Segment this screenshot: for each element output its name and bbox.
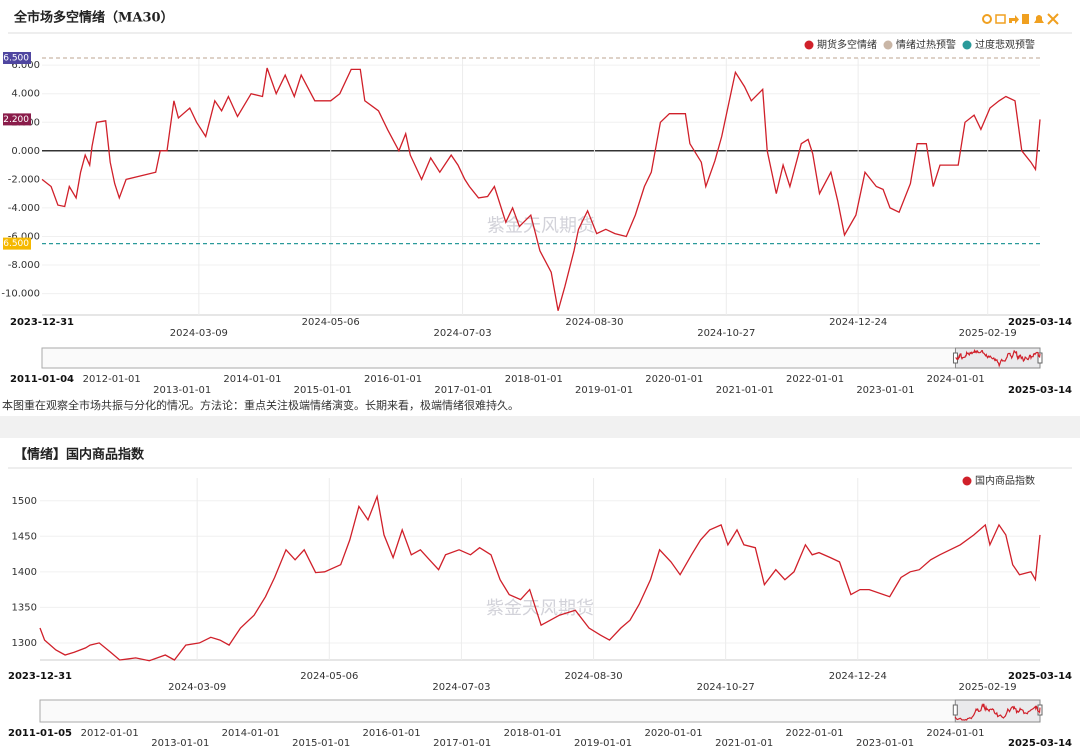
navigator-line (954, 703, 1041, 721)
watermark: 紫金天风期货 (487, 216, 595, 237)
series-line (41, 67, 1041, 311)
navigator-label: 2024-01-01 (926, 728, 984, 739)
refresh-icon[interactable] (982, 14, 992, 24)
series-line (39, 494, 1041, 662)
y-tick-label: 0.000 (11, 146, 40, 157)
reference-label-box (3, 52, 31, 64)
last-value-box (3, 113, 31, 126)
navigator-label: 2012-01-01 (81, 728, 139, 739)
reference-label: 6.500 (3, 54, 29, 64)
navigator-label: 2013-01-01 (153, 385, 211, 396)
y-tick-label: -2.000 (8, 174, 40, 185)
y-tick-label: 4.000 (11, 89, 40, 100)
x-tick-label: 2024-08-30 (564, 671, 622, 682)
watermark: 紫金天风期货 (486, 598, 594, 619)
navigator-label: 2020-01-01 (644, 728, 702, 739)
navigator-label: 2016-01-01 (364, 374, 422, 385)
chart-title: 【情绪】国内商品指数 (14, 447, 145, 463)
navigator-line (955, 348, 1041, 368)
toolbar[interactable] (982, 13, 1059, 25)
navigator-label: 2023-01-01 (856, 385, 914, 396)
separator (0, 416, 1080, 438)
x-tick-label: 2024-03-09 (170, 328, 228, 339)
navigator-box (41, 347, 1041, 369)
x-tick-label: 2024-08-30 (565, 317, 623, 328)
navigator-box (39, 699, 1041, 723)
navigator-label: 2021-01-01 (716, 385, 774, 396)
navigator-label: 2022-01-01 (786, 374, 844, 385)
navigator-label: 2024-01-01 (927, 374, 985, 385)
navigator-label: 2020-01-01 (645, 374, 703, 385)
x-tick-label: 2025-03-14 (1008, 671, 1072, 682)
navigator-label: 2016-01-01 (363, 728, 421, 739)
reference-label: -6.500 (0, 239, 29, 249)
y-tick-label: 1300 (12, 638, 37, 649)
navigator-label: 2011-01-04 (10, 374, 74, 385)
navigator-label: 2025-03-14 (1008, 385, 1072, 396)
navigator-label: 2015-01-01 (292, 738, 350, 749)
legend-swatch (962, 476, 972, 486)
last-value-label: 2.200 (3, 115, 29, 125)
x-tick-label: 2024-12-24 (829, 671, 887, 682)
x-tick-label: 2023-12-31 (8, 671, 72, 682)
navigator-handle (952, 704, 958, 716)
x-tick-label: 2024-12-24 (829, 317, 887, 328)
navigator-label: 2012-01-01 (83, 374, 141, 385)
y-tick-label: -6.000 (8, 231, 40, 242)
y-tick-label: 1500 (12, 496, 37, 507)
navigator-label: 2022-01-01 (786, 728, 844, 739)
alert-icon[interactable] (1034, 15, 1044, 23)
navigator-window (954, 347, 1041, 369)
chart-title: 全市场多空情绪（MA30） (13, 10, 174, 26)
legend-label: 过度悲观预警 (975, 38, 1035, 51)
navigator-label: 2015-01-01 (294, 385, 352, 396)
x-tick-label: 2025-03-14 (1008, 317, 1072, 328)
navigator-label: 2014-01-01 (222, 728, 280, 739)
navigator-label: 2013-01-01 (151, 738, 209, 749)
x-tick-label: 2024-05-06 (302, 317, 360, 328)
x-tick-label: 2024-07-03 (432, 682, 490, 693)
navigator-label: 2025-03-14 (1008, 738, 1072, 749)
y-tick-label: -8.000 (8, 260, 40, 271)
chart-note: 本图重在观察全市场共振与分化的情况。方法论：重点关注极端情绪演变。长期来看，极端… (2, 398, 519, 412)
navigator-label: 2023-01-01 (856, 738, 914, 749)
navigator-label: 2019-01-01 (574, 738, 632, 749)
x-tick-label: 2025-02-19 (959, 328, 1017, 339)
y-tick-label: 6.000 (11, 60, 40, 71)
reference-label-box (3, 237, 31, 250)
y-tick-label: 1350 (12, 602, 37, 613)
x-tick-label: 2024-10-27 (697, 328, 755, 339)
navigator-label: 2017-01-01 (433, 738, 491, 749)
x-tick-label: 2024-07-03 (434, 328, 492, 339)
y-tick-label: -4.000 (8, 203, 40, 214)
navigator-label: 2019-01-01 (575, 385, 633, 396)
legend-swatch (883, 40, 893, 50)
navigator-label: 2018-01-01 (504, 728, 562, 739)
navigator-label: 2021-01-01 (715, 738, 773, 749)
y-tick-label: 1400 (12, 567, 37, 578)
x-tick-label: 2023-12-31 (10, 317, 74, 328)
navigator-label: 2018-01-01 (505, 374, 563, 385)
y-tick-label: -10.000 (1, 289, 40, 300)
x-tick-label: 2024-10-27 (697, 682, 755, 693)
table-icon[interactable] (995, 14, 1006, 24)
legend-swatch (962, 40, 972, 50)
share-icon[interactable] (1009, 15, 1019, 24)
expand-icon[interactable] (1047, 13, 1059, 25)
navigator-label: 2017-01-01 (434, 385, 492, 396)
x-tick-label: 2025-02-19 (959, 682, 1017, 693)
legend-label: 国内商品指数 (975, 474, 1035, 487)
legend-label: 情绪过热预警 (896, 38, 956, 51)
x-tick-label: 2024-05-06 (300, 671, 358, 682)
legend-label: 期货多空情绪 (817, 38, 877, 51)
navigator-label: 2014-01-01 (223, 374, 281, 385)
y-tick-label: 1450 (12, 531, 37, 542)
navigator-label: 2011-01-05 (8, 728, 72, 739)
save-icon[interactable] (1022, 14, 1029, 24)
legend-swatch (804, 40, 814, 50)
x-tick-label: 2024-03-09 (168, 682, 226, 693)
